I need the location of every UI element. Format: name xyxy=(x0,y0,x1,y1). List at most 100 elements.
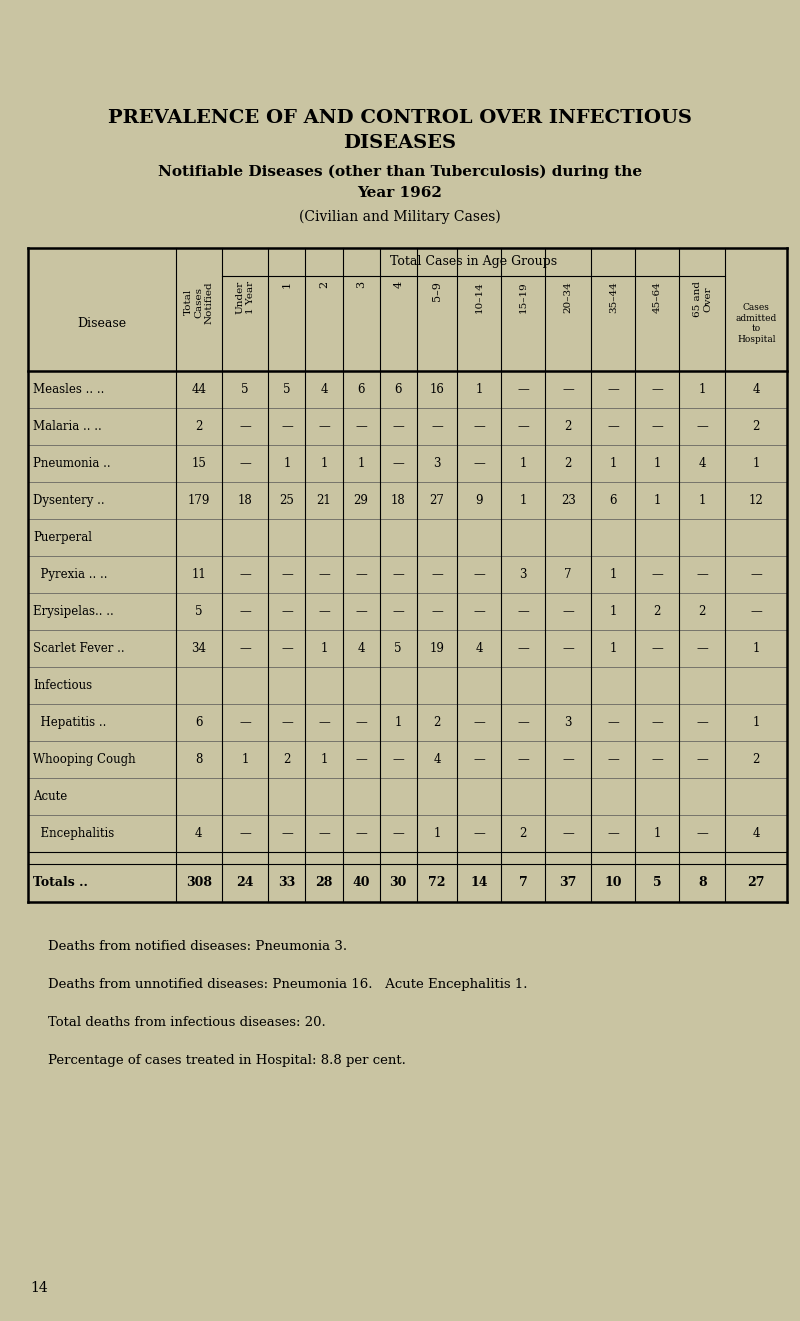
Text: —: — xyxy=(318,568,330,581)
Text: 2: 2 xyxy=(753,420,760,433)
Text: 7: 7 xyxy=(565,568,572,581)
Text: 1: 1 xyxy=(610,642,617,655)
Text: 27: 27 xyxy=(747,877,765,889)
Text: Puerperal: Puerperal xyxy=(33,531,92,544)
Text: Total deaths from infectious diseases: 20.: Total deaths from infectious diseases: 2… xyxy=(48,1016,326,1029)
Text: 14: 14 xyxy=(470,877,488,889)
Text: —: — xyxy=(651,642,663,655)
Text: 1: 1 xyxy=(475,383,483,396)
Text: 2: 2 xyxy=(283,753,290,766)
Text: Total Cases in Age Groups: Total Cases in Age Groups xyxy=(390,255,558,268)
Text: 65 and
Over: 65 and Over xyxy=(693,281,712,317)
Text: —: — xyxy=(355,605,367,618)
Text: 1: 1 xyxy=(753,716,760,729)
Text: Acute: Acute xyxy=(33,790,67,803)
Text: 2: 2 xyxy=(434,716,441,729)
Text: —: — xyxy=(474,716,485,729)
Text: —: — xyxy=(562,753,574,766)
Text: —: — xyxy=(562,605,574,618)
Text: 6: 6 xyxy=(610,494,617,507)
Text: 72: 72 xyxy=(428,877,446,889)
Text: 2: 2 xyxy=(753,753,760,766)
Text: —: — xyxy=(392,827,404,840)
Text: Measles .. ..: Measles .. .. xyxy=(33,383,104,396)
Text: —: — xyxy=(474,420,485,433)
Text: 7: 7 xyxy=(518,877,527,889)
Text: —: — xyxy=(517,642,529,655)
Text: —: — xyxy=(355,716,367,729)
Text: 1: 1 xyxy=(610,568,617,581)
Text: —: — xyxy=(318,827,330,840)
Text: —: — xyxy=(607,753,619,766)
Text: 11: 11 xyxy=(191,568,206,581)
Text: Total
Cases
Notified: Total Cases Notified xyxy=(184,281,214,324)
Text: —: — xyxy=(517,420,529,433)
Text: 1: 1 xyxy=(610,605,617,618)
Text: 1: 1 xyxy=(320,457,328,470)
Text: 4: 4 xyxy=(320,383,328,396)
Text: —: — xyxy=(355,568,367,581)
Text: —: — xyxy=(281,827,293,840)
Text: 6: 6 xyxy=(358,383,365,396)
Text: 33: 33 xyxy=(278,877,295,889)
Text: 37: 37 xyxy=(559,877,577,889)
Text: —: — xyxy=(281,716,293,729)
Text: —: — xyxy=(239,568,251,581)
Text: 18: 18 xyxy=(391,494,406,507)
Text: 1: 1 xyxy=(654,827,661,840)
Text: 18: 18 xyxy=(238,494,253,507)
Text: 35–44: 35–44 xyxy=(609,281,618,313)
Text: Notifiable Diseases (other than Tuberculosis) during the: Notifiable Diseases (other than Tubercul… xyxy=(158,165,642,180)
Text: 5: 5 xyxy=(653,877,662,889)
Text: Cases
admitted
to
Hospital: Cases admitted to Hospital xyxy=(735,304,777,343)
Text: 1: 1 xyxy=(242,753,249,766)
Text: 29: 29 xyxy=(354,494,369,507)
Text: Whooping Cough: Whooping Cough xyxy=(33,753,136,766)
Text: 4: 4 xyxy=(394,281,403,288)
Text: —: — xyxy=(392,605,404,618)
Text: —: — xyxy=(607,827,619,840)
Text: Deaths from notified diseases: Pneumonia 3.: Deaths from notified diseases: Pneumonia… xyxy=(48,941,347,952)
Text: 4: 4 xyxy=(753,827,760,840)
Text: —: — xyxy=(562,383,574,396)
Text: 1: 1 xyxy=(753,457,760,470)
Text: —: — xyxy=(239,605,251,618)
Text: —: — xyxy=(517,383,529,396)
Text: 1: 1 xyxy=(654,457,661,470)
Text: 1: 1 xyxy=(320,753,328,766)
Text: 1: 1 xyxy=(434,827,441,840)
Text: Hepatitis ..: Hepatitis .. xyxy=(33,716,106,729)
Text: —: — xyxy=(239,457,251,470)
Text: —: — xyxy=(607,420,619,433)
Text: 3: 3 xyxy=(434,457,441,470)
Text: —: — xyxy=(696,716,708,729)
Text: 5–9: 5–9 xyxy=(432,281,442,301)
Text: —: — xyxy=(696,753,708,766)
Text: —: — xyxy=(239,716,251,729)
Text: 2: 2 xyxy=(565,420,572,433)
Text: —: — xyxy=(239,420,251,433)
Text: 6: 6 xyxy=(394,383,402,396)
Text: —: — xyxy=(517,605,529,618)
Text: —: — xyxy=(651,568,663,581)
Text: —: — xyxy=(750,568,762,581)
Text: Erysipelas.. ..: Erysipelas.. .. xyxy=(33,605,114,618)
Text: Encephalitis: Encephalitis xyxy=(33,827,114,840)
Text: —: — xyxy=(474,827,485,840)
Text: —: — xyxy=(431,605,443,618)
Text: 40: 40 xyxy=(352,877,370,889)
Text: 1: 1 xyxy=(519,494,526,507)
Text: 3: 3 xyxy=(519,568,526,581)
Text: 1: 1 xyxy=(519,457,526,470)
Text: 16: 16 xyxy=(430,383,445,396)
Text: 23: 23 xyxy=(561,494,575,507)
Text: 2: 2 xyxy=(654,605,661,618)
Text: —: — xyxy=(651,420,663,433)
Text: Pyrexia .. ..: Pyrexia .. .. xyxy=(33,568,107,581)
Text: 28: 28 xyxy=(315,877,333,889)
Text: —: — xyxy=(517,753,529,766)
Text: 2: 2 xyxy=(698,605,706,618)
Text: 2: 2 xyxy=(195,420,202,433)
Text: 4: 4 xyxy=(358,642,365,655)
Text: 8: 8 xyxy=(698,877,706,889)
